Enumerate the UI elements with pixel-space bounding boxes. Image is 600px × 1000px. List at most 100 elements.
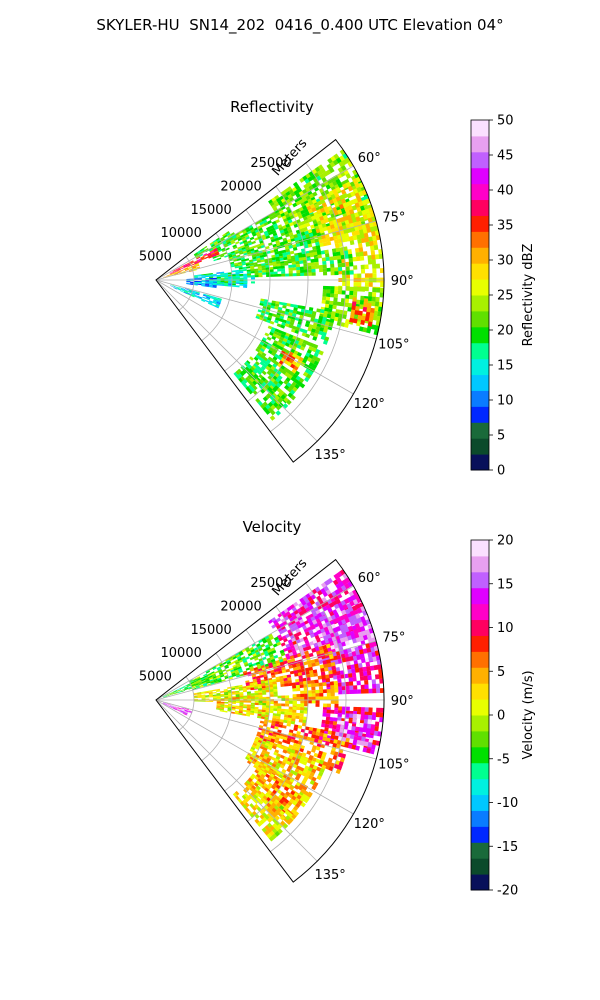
colorbar-tick-label-3: 15 <box>497 359 514 374</box>
azimuth-tick-label-0: 60° <box>358 571 381 586</box>
echo-cell-15 <box>334 712 377 748</box>
echo-cell-9 <box>162 702 193 718</box>
sector-frame <box>155 138 385 463</box>
range-ring-1 <box>201 232 233 342</box>
azimuth-tick-label-3: 105° <box>378 758 409 773</box>
colorbar: -20 -15 -10 -5 0 5 10 15 20 Velocity (m/s) <box>470 534 536 899</box>
colorbar-swatch-0 <box>471 454 489 471</box>
colorbar-swatch-18 <box>471 167 489 185</box>
range-ring-4 <box>270 582 347 853</box>
azimuth-spoke-4 <box>155 279 354 395</box>
panel-0: Reflectivity500010000150002000025000Mete… <box>139 98 536 479</box>
echo-layer <box>163 149 384 421</box>
colorbar-label: Velocity (m/s) <box>521 670 536 759</box>
sector-frame <box>155 558 385 883</box>
colorbar-swatch-4 <box>471 390 489 407</box>
colorbar-swatch-18 <box>471 587 489 605</box>
colorbar-swatch-9 <box>471 310 489 328</box>
azimuth-spoke-3 <box>155 279 377 340</box>
echo-cell-7 <box>186 277 217 289</box>
range-ring-0 <box>178 256 195 311</box>
colorbar-swatch-10 <box>471 295 489 312</box>
azimuth-tick-label-1: 75° <box>382 210 405 225</box>
azimuth-spoke-5 <box>155 279 318 442</box>
range-tick-label-3: 20000 <box>220 179 261 194</box>
colorbar-tick-label-7: 35 <box>497 219 514 234</box>
colorbar-swatch-3 <box>471 406 489 423</box>
colorbar-swatch-7 <box>471 762 489 780</box>
colorbar-swatch-13 <box>471 667 489 684</box>
azimuth-spoke-5 <box>155 699 318 862</box>
colorbar-tick-label-4: 0 <box>497 709 505 724</box>
colorbar-swatch-6 <box>471 778 489 796</box>
colorbar-swatch-20 <box>471 555 489 573</box>
colorbar-tick-label-1: -15 <box>497 840 518 855</box>
echo-cell-5 <box>245 246 354 278</box>
echo-cell-14 <box>292 680 339 708</box>
azimuth-spoke-0 <box>155 165 354 281</box>
colorbar-tick-label-4: 20 <box>497 324 514 339</box>
colorbar-tick-label-1: 5 <box>497 429 505 444</box>
colorbar-swatch-5 <box>471 794 489 811</box>
range-ring-3 <box>247 186 309 402</box>
range-tick-label-4: 25000 <box>250 576 291 591</box>
azimuth-tick-label-5: 135° <box>314 868 345 883</box>
colorbar-tick-label-10: 50 <box>497 114 514 129</box>
echo-cell-2 <box>321 640 384 695</box>
range-tick-label-3: 20000 <box>220 599 261 614</box>
echo-cell-12 <box>256 325 324 383</box>
echo-layer <box>162 569 384 842</box>
range-ring-4 <box>270 162 347 433</box>
azimuth-spoke-1 <box>155 220 377 281</box>
colorbar-swatch-1 <box>471 438 489 455</box>
range-ring-2 <box>224 209 271 372</box>
colorbar-swatch-17 <box>471 183 489 201</box>
azimuth-tick-label-1: 75° <box>382 630 405 645</box>
colorbar-swatch-12 <box>471 683 489 700</box>
colorbar-swatch-13 <box>471 247 489 264</box>
azimuth-spoke-0 <box>155 585 354 701</box>
colorbar-swatch-14 <box>471 231 489 248</box>
echo-cell-11 <box>170 284 222 309</box>
colorbar-swatch-20 <box>471 135 489 153</box>
colorbar-swatch-0 <box>471 874 489 891</box>
azimuth-tick-label-5: 135° <box>314 448 345 463</box>
azimuth-tick-label-3: 105° <box>378 338 409 353</box>
colorbar-tick-label-9: 45 <box>497 149 514 164</box>
colorbar-swatch-15 <box>471 215 489 232</box>
colorbar-swatch-21 <box>471 540 489 557</box>
echo-cell-16 <box>169 247 220 275</box>
colorbar-swatch-16 <box>471 619 489 636</box>
range-tick-label-1: 10000 <box>161 226 202 241</box>
colorbar-tick-label-5: 25 <box>497 289 514 304</box>
colorbar-swatch-7 <box>471 342 489 360</box>
colorbar-label: Reflectivity dBZ <box>521 244 536 347</box>
colorbar-tick-label-6: 30 <box>497 254 514 269</box>
colorbar-swatch-8 <box>471 326 489 344</box>
range-tick-label-0: 5000 <box>139 670 172 685</box>
colorbar-tick-label-3: -5 <box>497 752 510 767</box>
echo-cell-10 <box>255 298 336 345</box>
azimuth-tick-label-0: 60° <box>358 151 381 166</box>
colorbar-swatch-12 <box>471 263 489 280</box>
echo-cell-13 <box>162 673 215 698</box>
colorbar-tick-label-2: -10 <box>497 796 518 811</box>
colorbar-swatch-21 <box>471 120 489 137</box>
colorbar-tick-label-2: 10 <box>497 394 514 409</box>
colorbar-swatch-17 <box>471 603 489 621</box>
panel-title: Velocity <box>243 518 302 536</box>
colorbar-swatch-3 <box>471 826 489 843</box>
figure-title: SKYLER-HU SN14_202 0416_0.400 UTC Elevat… <box>96 16 504 34</box>
echo-cell-5 <box>242 643 337 691</box>
colorbar: 0 5 10 15 20 25 30 35 40 45 50 Reflectivity dBZ <box>470 114 536 479</box>
colorbar-tick-label-8: 20 <box>497 534 514 549</box>
colorbar-tick-label-0: 0 <box>497 464 505 479</box>
colorbar-swatch-16 <box>471 199 489 216</box>
range-tick-label-2: 15000 <box>190 623 231 638</box>
colorbar-swatch-19 <box>471 151 489 169</box>
colorbar-swatch-2 <box>471 842 489 859</box>
colorbar-swatch-11 <box>471 699 489 716</box>
range-ring-1 <box>201 652 233 762</box>
